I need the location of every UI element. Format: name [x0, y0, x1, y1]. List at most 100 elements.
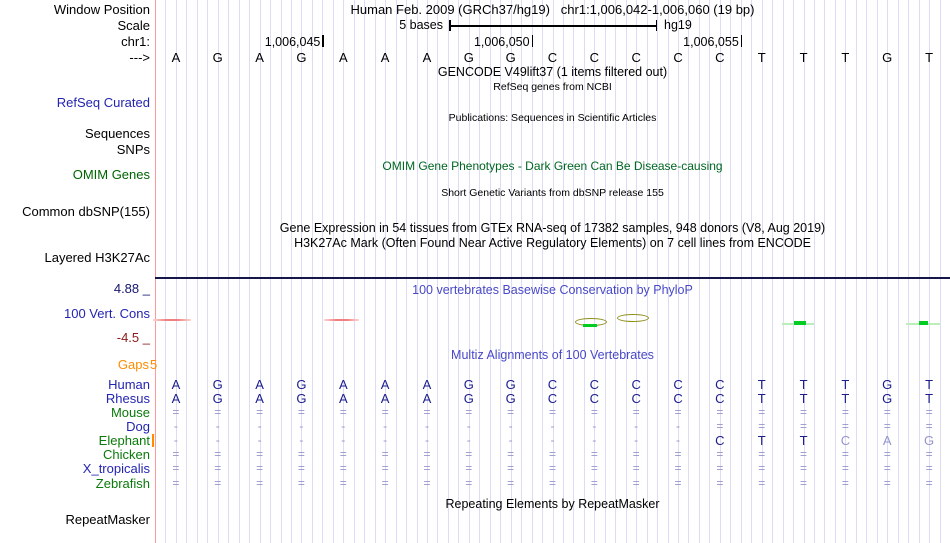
species-label-x_tropicalis[interactable]: X_tropicalis — [82, 461, 150, 476]
alignment-cell: = — [507, 461, 515, 475]
alignment-cell: = — [925, 447, 933, 461]
species-label-dog[interactable]: Dog — [126, 419, 150, 434]
species-label-human[interactable]: Human — [108, 377, 150, 392]
dbsnp-track-title[interactable]: Short Genetic Variants from dbSNP releas… — [441, 187, 664, 199]
alignment-cell: = — [800, 405, 808, 419]
omim-track-title[interactable]: OMIM Gene Phenotypes - Dark Green Can Be… — [382, 159, 723, 173]
gridline — [573, 0, 575, 543]
repeatmasker-track-title[interactable]: Repeating Elements by RepeatMasker — [445, 497, 660, 511]
alignment-cell: T — [757, 433, 766, 448]
gridline — [594, 0, 596, 543]
track-label-sequences[interactable]: Sequences — [84, 126, 150, 141]
alignment-cell: G — [882, 391, 893, 406]
gridline — [636, 0, 638, 543]
alignment-cell: = — [632, 405, 640, 419]
gridline — [531, 0, 533, 543]
alignment-cell: - — [592, 433, 597, 447]
gridline — [730, 0, 732, 543]
track-label-layered-h3k27ac[interactable]: Layered H3K27Ac — [44, 250, 150, 265]
gridline — [646, 0, 648, 543]
track-label-repeatmasker[interactable]: RepeatMasker — [65, 512, 150, 527]
gencode-track-title[interactable]: GENCODE V49lift37 (1 items filtered out) — [437, 65, 668, 79]
alignment-cell: = — [339, 461, 347, 475]
alignment-cell: - — [676, 433, 680, 447]
refseq-track-title[interactable]: RefSeq genes from NCBI — [493, 81, 612, 93]
h3k27ac-track-title[interactable]: H3K27Ac Mark (Often Found Near Active Re… — [294, 236, 811, 250]
sequence-base: T — [925, 50, 934, 65]
alignment-cell: C — [631, 391, 641, 406]
publications-track-title[interactable]: Publications: Sequences in Scientific Ar… — [448, 112, 657, 124]
alignment-cell: = — [758, 476, 766, 490]
track-label-common-dbsnp[interactable]: Common dbSNP(155) — [22, 204, 150, 219]
gridline — [782, 0, 784, 543]
gridline — [939, 0, 941, 543]
alignment-cell: C — [715, 377, 725, 392]
gridline — [897, 0, 899, 543]
gridline — [479, 0, 481, 543]
coordinate-tick-label: 1,006,045 — [264, 35, 321, 49]
alignment-cell: A — [380, 377, 390, 392]
phylop-track-title[interactable]: 100 vertebrates Basewise Conservation by… — [412, 283, 693, 297]
alignment-cell: = — [381, 405, 389, 419]
gridline — [364, 0, 366, 543]
alignment-cell: = — [548, 461, 556, 475]
gridline — [385, 0, 387, 543]
alignment-cell: = — [465, 461, 473, 475]
alignment-cell: C — [547, 391, 558, 406]
alignment-cell: = — [925, 419, 933, 433]
alignment-cell: = — [256, 447, 264, 461]
alignment-cell: - — [257, 433, 262, 447]
sequence-base: T — [757, 50, 766, 65]
gridline — [824, 0, 826, 543]
alignment-cell: = — [339, 447, 347, 461]
species-label-elephant[interactable]: Elephant — [98, 433, 150, 448]
alignment-cell: - — [676, 419, 680, 433]
species-label-chicken[interactable]: Chicken — [103, 447, 150, 462]
alignment-cell: = — [297, 461, 305, 475]
coordinate-tick-label: 1,006,050 — [473, 35, 530, 49]
phylop-green-dash — [583, 324, 597, 327]
gaps-row-label[interactable]: Gaps — [117, 357, 149, 372]
gridline — [270, 0, 272, 543]
species-label-rhesus[interactable]: Rhesus — [105, 391, 150, 406]
track-label-refseq-curated[interactable]: RefSeq Curated — [56, 95, 150, 110]
species-label-zebrafish[interactable]: Zebrafish — [95, 476, 150, 491]
sequence-base: A — [171, 50, 181, 65]
gridline — [468, 0, 470, 543]
multiz-track-title[interactable]: Multiz Alignments of 100 Vertebrates — [451, 348, 654, 362]
track-label-snps[interactable]: SNPs — [116, 142, 150, 157]
track-label-omim-genes[interactable]: OMIM Genes — [72, 167, 150, 182]
alignment-cell: C — [715, 433, 725, 448]
scale-bar — [449, 25, 657, 27]
alignment-cell: - — [383, 433, 388, 447]
alignment-cell: G — [463, 377, 474, 392]
chromosome-label: chr1: — [121, 34, 150, 49]
coordinate-tick-label: 1,006,055 — [683, 35, 739, 49]
gridline — [803, 0, 805, 543]
alignment-cell: = — [256, 476, 264, 490]
alignment-cell: = — [214, 447, 222, 461]
alignment-cell: = — [548, 447, 556, 461]
alignment-cell: A — [338, 391, 348, 406]
alignment-cell: = — [632, 476, 640, 490]
sequence-base: C — [547, 50, 558, 65]
gridline — [604, 0, 606, 543]
species-label-mouse[interactable]: Mouse — [110, 405, 150, 420]
gtex-track-title[interactable]: Gene Expression in 54 tissues from GTEx … — [279, 221, 826, 235]
alignment-cell: T — [841, 391, 850, 406]
alignment-cell: = — [423, 405, 431, 419]
scale-bar-right-tick — [655, 20, 657, 31]
alignment-cell: = — [423, 461, 431, 475]
coordinate-tick-mark — [740, 35, 743, 47]
alignment-cell: = — [883, 405, 891, 419]
track-label-100-vert-cons[interactable]: 100 Vert. Cons — [64, 306, 150, 321]
gridline — [625, 0, 627, 543]
conservation-min-value: -4.5 _ — [116, 330, 150, 345]
strand-arrow-label: ---> — [129, 50, 150, 65]
alignment-cell: = — [925, 476, 933, 490]
alignment-cell: = — [883, 461, 891, 475]
alignment-cell: = — [716, 476, 724, 490]
alignment-cell: G — [296, 377, 307, 392]
gridline — [709, 0, 711, 543]
sequence-base: C — [589, 50, 600, 65]
